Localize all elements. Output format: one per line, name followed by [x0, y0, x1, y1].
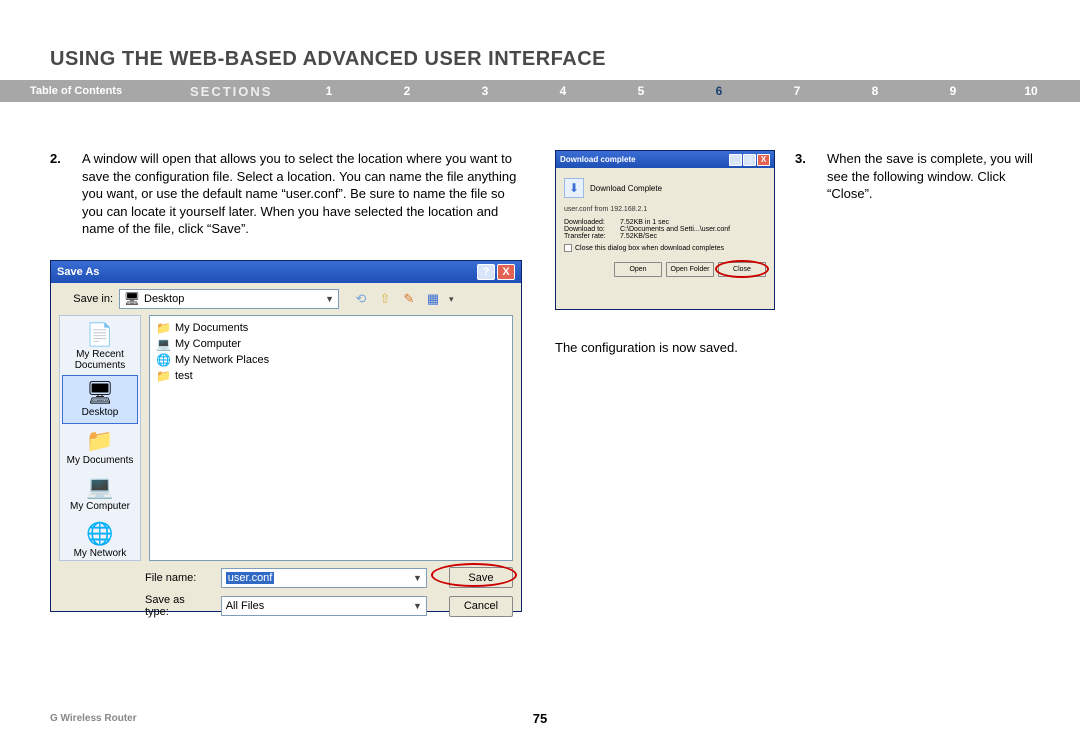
chevron-down-icon: ▼ [413, 573, 422, 583]
close-button[interactable]: Close [718, 262, 766, 277]
network-icon: 🌐 [156, 353, 171, 367]
list-item[interactable]: 💻My Computer [156, 336, 506, 352]
footer-product: G Wireless Router [50, 713, 137, 724]
page-number: 75 [533, 711, 547, 726]
save-type-field[interactable]: All Files ▼ [221, 596, 427, 616]
save-as-titlebar: Save As ? X [51, 261, 521, 283]
step-2: 2. A window will open that allows you to… [50, 150, 520, 238]
place-network[interactable]: 🌐My Network [62, 517, 138, 564]
nav-sections-label: SECTIONS [190, 84, 290, 99]
download-complete-window: Download complete _ □ X ⬇ Download Compl… [555, 150, 775, 310]
file-name-value: user.conf [226, 572, 275, 584]
checkbox-icon [564, 244, 572, 252]
open-button[interactable]: Open [614, 262, 662, 277]
dl-titlebar: Download complete _ □ X [556, 151, 774, 168]
desktop-place-icon: 🖥 [84, 379, 116, 407]
place-computer[interactable]: 💻My Computer [62, 470, 138, 517]
help-button[interactable]: ? [477, 264, 495, 280]
window-close-button[interactable]: X [757, 154, 770, 166]
views-icon[interactable]: ▦ [425, 291, 441, 307]
save-as-bottom: File name: user.conf ▼ Save Save as type… [51, 565, 521, 626]
network-icon: 🌐 [84, 520, 116, 548]
save-as-title-text: Save As [57, 266, 99, 278]
file-name-field[interactable]: user.conf ▼ [221, 568, 427, 588]
file-list[interactable]: 📁My Documents 💻My Computer 🌐My Network P… [149, 315, 513, 561]
computer-icon: 💻 [84, 473, 116, 501]
close-when-done-checkbox[interactable]: Close this dialog box when download comp… [564, 244, 766, 252]
sections-nav: Table of Contents SECTIONS 1 2 3 4 5 6 7… [0, 80, 1080, 102]
save-in-value: Desktop [144, 293, 184, 305]
save-button[interactable]: Save [449, 567, 513, 588]
places-bar: 📄My Recent Documents 🖥Desktop 📁My Docume… [59, 315, 141, 561]
save-as-window: Save As ? X Save in: 🖥Desktop ▼ ⟲ ⇧ ✎ ▦▾… [50, 260, 522, 612]
nav-item-1[interactable]: 1 [290, 84, 368, 98]
save-as-toolbar: Save in: 🖥Desktop ▼ ⟲ ⇧ ✎ ▦▾ [51, 283, 521, 315]
list-item[interactable]: 📁test [156, 368, 506, 384]
nav-toc[interactable]: Table of Contents [30, 85, 190, 97]
checkbox-label: Close this dialog box when download comp… [575, 245, 724, 252]
nav-item-7[interactable]: 7 [758, 84, 836, 98]
nav-item-5[interactable]: 5 [602, 84, 680, 98]
dl-head-text: Download Complete [590, 184, 662, 193]
step-3-text: When the save is complete, you will see … [827, 150, 1035, 203]
dl-subtext: user.conf from 192.168.2.1 [564, 206, 766, 213]
step-2-number: 2. [50, 150, 82, 168]
desktop-icon: 🖥 [124, 291, 140, 307]
folder-icon: 📁 [156, 369, 171, 383]
nav-item-9[interactable]: 9 [914, 84, 992, 98]
list-item[interactable]: 📁My Documents [156, 320, 506, 336]
step-2-text: A window will open that allows you to se… [82, 150, 520, 238]
list-item[interactable]: 🌐My Network Places [156, 352, 506, 368]
window-close-button[interactable]: X [497, 264, 515, 280]
dl-title-text: Download complete [560, 155, 636, 164]
place-documents[interactable]: 📁My Documents [62, 424, 138, 471]
chevron-down-icon: ▼ [325, 294, 334, 304]
nav-item-4[interactable]: 4 [524, 84, 602, 98]
step-3-number: 3. [795, 150, 827, 168]
documents-icon: 📁 [84, 427, 116, 455]
save-as-screenshot: Save As ? X Save in: 🖥Desktop ▼ ⟲ ⇧ ✎ ▦▾… [50, 260, 522, 612]
chevron-down-icon: ▼ [413, 601, 422, 611]
save-type-value: All Files [226, 600, 265, 612]
file-name-label: File name: [145, 572, 211, 584]
maximize-button[interactable]: □ [743, 154, 756, 166]
page-title: USING THE WEB-BASED ADVANCED USER INTERF… [50, 48, 606, 71]
save-in-dropdown[interactable]: 🖥 Desktop ▼ [119, 289, 339, 309]
step-3: 3. When the save is complete, you will s… [795, 150, 1035, 203]
dl-info: Downloaded:7.52KB in 1 sec Download to:C… [564, 219, 766, 240]
place-desktop[interactable]: 🖥Desktop [62, 375, 138, 424]
save-in-label: Save in: [59, 293, 113, 305]
place-recent[interactable]: 📄My Recent Documents [62, 318, 138, 375]
nav-item-10[interactable]: 10 [992, 84, 1070, 98]
open-folder-button[interactable]: Open Folder [666, 262, 714, 277]
nav-item-6[interactable]: 6 [680, 84, 758, 98]
up-icon[interactable]: ⇧ [377, 291, 393, 307]
download-complete-screenshot: Download complete _ □ X ⬇ Download Compl… [555, 150, 775, 310]
download-icon: ⬇ [564, 178, 584, 198]
nav-item-2[interactable]: 2 [368, 84, 446, 98]
new-folder-icon[interactable]: ✎ [401, 291, 417, 307]
cancel-button[interactable]: Cancel [449, 596, 513, 617]
config-saved-text: The configuration is now saved. [555, 340, 738, 355]
computer-icon: 💻 [156, 337, 171, 351]
nav-item-8[interactable]: 8 [836, 84, 914, 98]
nav-item-3[interactable]: 3 [446, 84, 524, 98]
save-type-label: Save as type: [145, 594, 211, 618]
minimize-button[interactable]: _ [729, 154, 742, 166]
back-icon[interactable]: ⟲ [353, 291, 369, 307]
recent-icon: 📄 [84, 321, 116, 349]
folder-icon: 📁 [156, 321, 171, 335]
